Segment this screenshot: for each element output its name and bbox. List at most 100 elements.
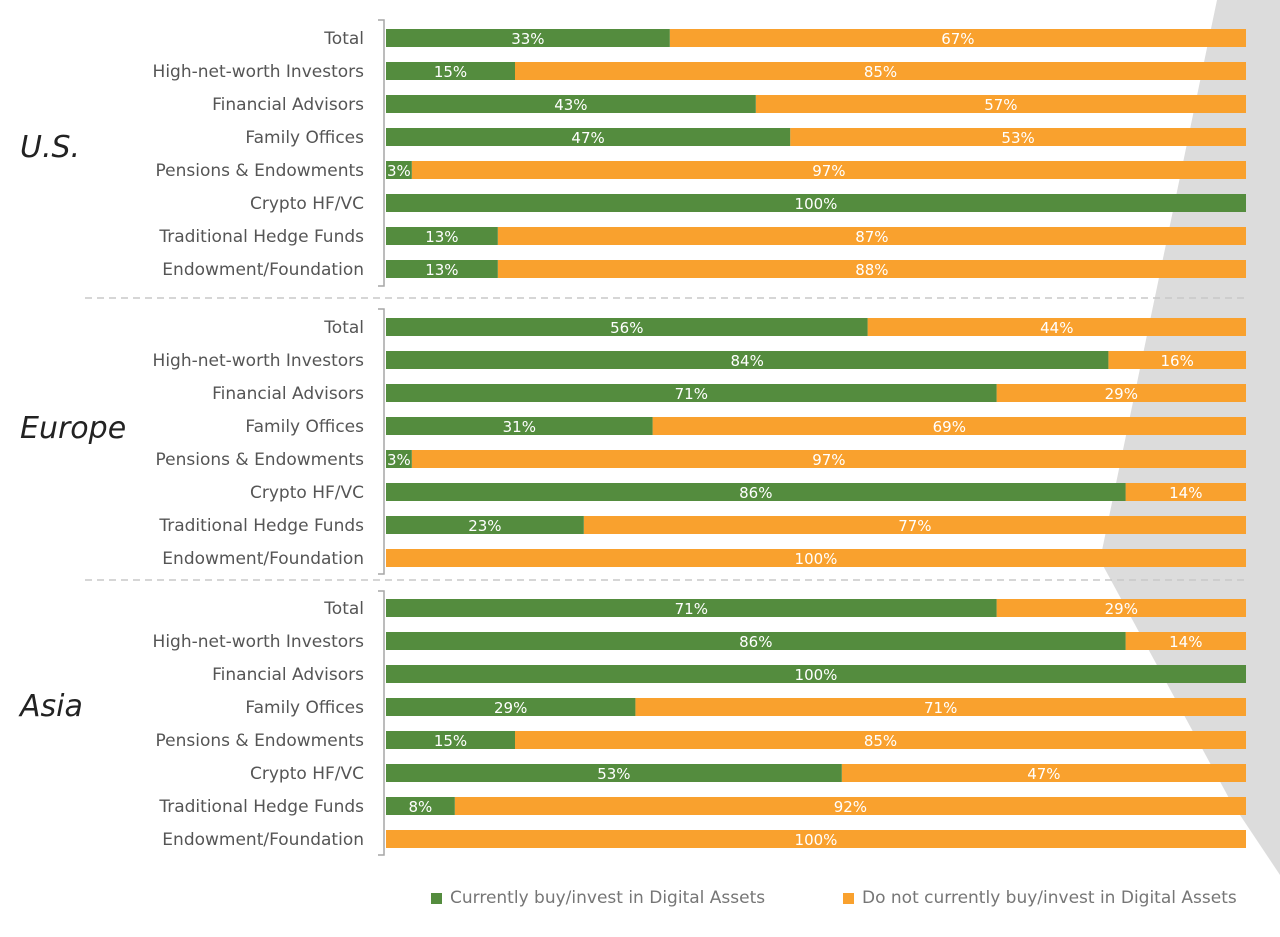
bar-invest: [386, 731, 515, 749]
category-label: Total: [323, 599, 364, 619]
data-label-invest: 33%: [511, 30, 544, 48]
category-label: Crypto HF/VC: [250, 194, 364, 214]
data-label-not-invest: 67%: [941, 30, 974, 48]
data-label-not-invest: 47%: [1027, 765, 1060, 783]
category-label: High-net-worth Investors: [153, 632, 365, 652]
legend-item-not-invest: Do not currently buy/invest in Digital A…: [843, 886, 1237, 910]
category-label: Financial Advisors: [212, 665, 364, 685]
bar-not-invest: [867, 318, 1246, 336]
data-label-invest: 71%: [675, 385, 708, 403]
category-label: Family Offices: [245, 128, 364, 148]
category-label: Traditional Hedge Funds: [158, 797, 364, 817]
category-label: Traditional Hedge Funds: [158, 227, 364, 247]
category-label: Endowment/Foundation: [162, 830, 364, 850]
category-label: Financial Advisors: [212, 384, 364, 404]
bar-not-invest: [635, 698, 1246, 716]
category-label: High-net-worth Investors: [153, 62, 365, 82]
data-label-not-invest: 44%: [1040, 319, 1073, 337]
data-label-not-invest: 97%: [812, 451, 845, 469]
bar-invest: [386, 632, 1126, 650]
bar-invest: [386, 483, 1126, 501]
data-label-invest: 13%: [425, 261, 458, 279]
bar-invest: [386, 351, 1109, 369]
bar-not-invest: [790, 128, 1246, 146]
bar-not-invest: [1125, 483, 1246, 501]
category-label: Crypto HF/VC: [250, 764, 364, 784]
data-label-not-invest: 88%: [855, 261, 888, 279]
bar-invest: [386, 516, 584, 534]
bar-not-invest: [996, 384, 1246, 402]
legend-swatch-invest: [431, 892, 442, 904]
data-label-not-invest: 85%: [864, 732, 897, 750]
legend-swatch-not-invest: [843, 892, 854, 904]
bar-not-invest: [996, 599, 1246, 617]
data-label-invest: 53%: [597, 765, 630, 783]
data-label-not-invest: 53%: [1001, 129, 1034, 147]
bar-not-invest: [755, 95, 1246, 113]
bar-not-invest: [1108, 351, 1246, 369]
data-label-not-invest: 85%: [864, 63, 897, 81]
data-label-invest: 15%: [434, 732, 467, 750]
axis-bracket-europe: [378, 308, 385, 575]
data-label-invest: 13%: [425, 228, 458, 246]
data-label-not-invest: 14%: [1169, 484, 1202, 502]
data-label-not-invest: 77%: [898, 517, 931, 535]
data-label-invest: 86%: [739, 484, 772, 502]
data-label-not-invest: 14%: [1169, 633, 1202, 651]
data-label-invest: 43%: [554, 96, 587, 114]
bar-not-invest: [386, 830, 1246, 848]
bar-not-invest: [515, 731, 1246, 749]
bar-not-invest: [497, 260, 1246, 278]
category-label: Pensions & Endowments: [156, 161, 365, 181]
data-label-not-invest: 29%: [1105, 600, 1138, 618]
data-label-invest: 3%: [387, 162, 411, 180]
bar-invest: [386, 260, 498, 278]
category-label: Family Offices: [245, 698, 364, 718]
group-title-asia: Asia: [18, 689, 83, 724]
bar-invest: [386, 417, 653, 435]
data-label-not-invest: 57%: [984, 96, 1017, 114]
data-label-not-invest: 100%: [795, 831, 838, 849]
data-label-invest: 84%: [731, 352, 764, 370]
category-label: Endowment/Foundation: [162, 549, 364, 569]
data-label-not-invest: 92%: [834, 798, 867, 816]
data-label-invest: 15%: [434, 63, 467, 81]
bar-not-invest: [386, 549, 1246, 567]
category-label: Family Offices: [245, 417, 364, 437]
data-label-invest: 47%: [571, 129, 604, 147]
bar-not-invest: [411, 161, 1246, 179]
data-label-invest: 100%: [795, 195, 838, 213]
legend-label-not-invest: Do not currently buy/invest in Digital A…: [862, 888, 1237, 908]
data-label-invest: 31%: [503, 418, 536, 436]
category-label: Endowment/Foundation: [162, 260, 364, 280]
bar-invest: [386, 29, 670, 47]
data-label-not-invest: 16%: [1161, 352, 1194, 370]
data-label-not-invest: 97%: [812, 162, 845, 180]
category-label: Total: [323, 29, 364, 49]
axis-bracket-u-s: [378, 19, 385, 287]
data-label-not-invest: 29%: [1105, 385, 1138, 403]
bar-invest: [386, 95, 756, 113]
bar-invest: [386, 128, 791, 146]
bar-invest: [386, 698, 636, 716]
legend-item-invest: Currently buy/invest in Digital Assets: [431, 886, 765, 910]
bar-not-invest: [1125, 632, 1246, 650]
data-label-invest: 23%: [468, 517, 501, 535]
category-label: Financial Advisors: [212, 95, 364, 115]
data-label-invest: 71%: [675, 600, 708, 618]
data-label-invest: 29%: [494, 699, 527, 717]
data-label-not-invest: 71%: [924, 699, 957, 717]
bar-invest: [386, 62, 515, 80]
data-label-not-invest: 87%: [855, 228, 888, 246]
bar-not-invest: [454, 797, 1246, 815]
bar-not-invest: [515, 62, 1246, 80]
bar-invest: [386, 384, 997, 402]
category-label: Total: [323, 318, 364, 338]
category-label: Pensions & Endowments: [156, 731, 365, 751]
bar-invest: [386, 764, 842, 782]
bar-invest: [386, 450, 412, 468]
group-title-u-s: U.S.: [20, 130, 80, 165]
bar-not-invest: [669, 29, 1246, 47]
